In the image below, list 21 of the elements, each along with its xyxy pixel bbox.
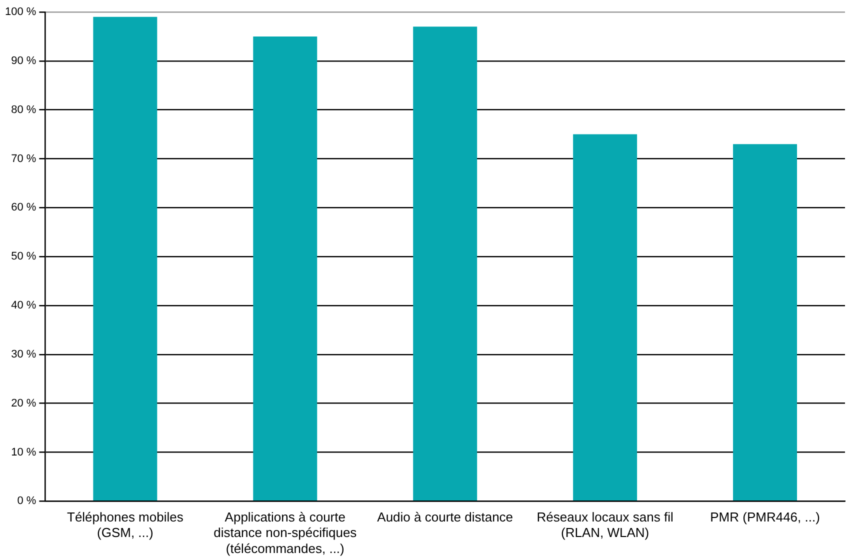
y-tick-label: 30 % [11,348,36,360]
x-tick-label: Réseaux locaux sans fil (RLAN, WLAN) [536,510,674,540]
y-tick-label: 60 % [11,202,36,214]
y-tick-label: 50 % [11,250,36,263]
y-tick-label: 10 % [11,446,36,458]
y-tick-label: 20 % [11,397,36,410]
bar [733,144,798,501]
y-tick-label: 80 % [11,104,36,116]
y-tick-label: 70 % [11,152,36,165]
x-tick-label: Applications à courte distance non-spécifiques (télécommandes, ...) [214,510,358,556]
bar [253,36,318,501]
y-tick-label: 100 % [4,6,36,18]
x-tick-label: Audio à courte distance [377,510,514,525]
bar [93,16,158,501]
x-tick-label: PMR (PMR446, ...) [710,510,820,525]
y-tick-label: 0 % [17,495,36,508]
bar [573,134,638,501]
y-tick-label: 40 % [11,300,36,312]
bar [413,26,478,501]
y-tick-label: 90 % [11,54,36,67]
x-tick-label: Téléphones mobiles (GSM, ...) [66,510,184,540]
